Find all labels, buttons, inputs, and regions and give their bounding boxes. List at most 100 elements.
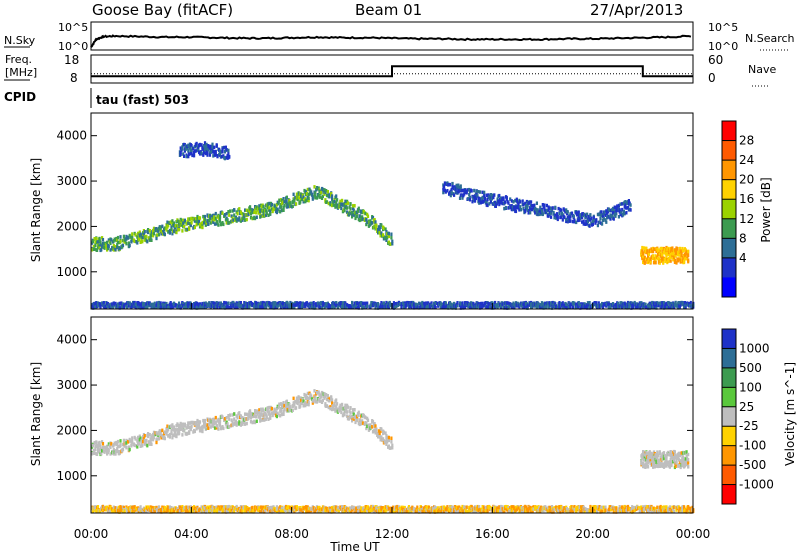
power-cell bbox=[530, 200, 532, 204]
power-cell bbox=[340, 207, 342, 211]
velocity-cell bbox=[335, 398, 337, 402]
velocity-cell bbox=[283, 408, 285, 412]
power-cell bbox=[351, 301, 353, 305]
power-ytick-label: 2000 bbox=[56, 219, 87, 233]
power-cell bbox=[196, 142, 198, 146]
date-title: 27/Apr/2013 bbox=[590, 1, 683, 19]
velocity-cell bbox=[346, 410, 348, 414]
velocity-cell bbox=[665, 456, 667, 460]
nave-tick-bottom: 0 bbox=[708, 71, 716, 85]
velocity-cell bbox=[308, 401, 310, 405]
power-ytick-label: 4000 bbox=[56, 129, 87, 143]
power-cell bbox=[206, 153, 208, 157]
velocity-cell bbox=[221, 415, 223, 419]
power-cell bbox=[519, 200, 521, 204]
power-cell bbox=[222, 223, 224, 227]
velocity-cell bbox=[375, 428, 377, 432]
power-cell bbox=[504, 200, 506, 204]
power-cell bbox=[483, 191, 485, 195]
power-cell bbox=[146, 240, 148, 244]
power-cell bbox=[109, 242, 111, 246]
velocity-cell bbox=[349, 411, 351, 415]
power-cell bbox=[687, 254, 689, 258]
power-cell bbox=[331, 194, 333, 198]
velocity-cell bbox=[233, 412, 235, 416]
power-cell bbox=[670, 259, 672, 263]
velocity-cell bbox=[228, 417, 230, 421]
velocity-cell bbox=[183, 429, 185, 433]
power-cell bbox=[366, 305, 368, 309]
velocity-cell bbox=[131, 436, 133, 440]
velocity-cell bbox=[295, 406, 297, 410]
power-cell bbox=[276, 211, 278, 215]
power-cell bbox=[145, 235, 147, 239]
power-cell bbox=[367, 215, 369, 219]
velocity-cell bbox=[331, 398, 333, 402]
velocity-cell bbox=[271, 407, 273, 411]
velocity-cell bbox=[687, 453, 689, 457]
velocity-heatmap bbox=[91, 389, 694, 514]
freq-unit: [MHz] bbox=[5, 66, 37, 79]
power-cell bbox=[690, 301, 692, 305]
power-cell bbox=[161, 225, 163, 229]
power-cell bbox=[238, 216, 240, 220]
power-cell bbox=[216, 144, 218, 148]
power-heatmap bbox=[91, 141, 694, 310]
velocity-cell bbox=[150, 443, 152, 447]
velocity-cell bbox=[344, 413, 346, 417]
velocity-cell bbox=[188, 431, 190, 435]
power-cell bbox=[630, 208, 632, 212]
power-cell bbox=[228, 213, 230, 217]
power-cell bbox=[193, 154, 195, 158]
velocity-cell bbox=[670, 450, 672, 454]
velocity-cell bbox=[161, 429, 163, 433]
power-cell bbox=[456, 304, 458, 308]
power-cell bbox=[655, 261, 657, 265]
velocity-cell bbox=[119, 439, 121, 443]
power-cell bbox=[131, 232, 133, 236]
velocity-cell bbox=[146, 444, 148, 448]
nave-label: Nave bbox=[748, 63, 776, 76]
power-cell bbox=[238, 207, 240, 211]
power-cell bbox=[280, 205, 282, 209]
velocity-cell bbox=[217, 427, 219, 431]
power-cell bbox=[125, 242, 127, 246]
velocity-cell bbox=[356, 418, 358, 422]
nsky-label: N.Sky bbox=[4, 34, 36, 47]
cpid-label: CPID bbox=[4, 90, 36, 104]
velocity-cell bbox=[340, 411, 342, 415]
power-cell bbox=[217, 223, 219, 227]
velocity-cell bbox=[108, 449, 110, 453]
power-cell bbox=[199, 216, 201, 220]
power-cell bbox=[554, 206, 556, 210]
velocity-cell bbox=[374, 424, 376, 428]
power-cell bbox=[536, 202, 538, 206]
power-cell bbox=[155, 237, 157, 241]
velocity-cell bbox=[219, 419, 221, 423]
velocity-cell bbox=[102, 442, 104, 446]
power-cell bbox=[269, 212, 271, 216]
power-cell bbox=[283, 204, 285, 208]
velocity-cell bbox=[100, 452, 102, 456]
freq-series-line bbox=[91, 66, 693, 76]
power-cell bbox=[295, 202, 297, 206]
velocity-cell bbox=[144, 434, 146, 438]
power-cell bbox=[456, 301, 458, 305]
velocity-cell bbox=[320, 395, 322, 399]
power-cell bbox=[599, 217, 601, 221]
power-cell bbox=[522, 199, 524, 203]
power-cell bbox=[204, 215, 206, 219]
power-cell bbox=[327, 190, 329, 194]
power-cell bbox=[349, 202, 351, 206]
velocity-cell bbox=[94, 448, 96, 452]
velocity-cell bbox=[130, 444, 132, 448]
power-cell bbox=[375, 224, 377, 228]
velocity-cell bbox=[647, 465, 649, 469]
power-cell bbox=[652, 254, 654, 258]
power-cell bbox=[451, 182, 453, 186]
power-cell bbox=[100, 248, 102, 252]
power-cell bbox=[567, 210, 569, 214]
power-cell bbox=[390, 233, 392, 237]
power-cell bbox=[292, 205, 294, 209]
power-cell bbox=[219, 215, 221, 219]
